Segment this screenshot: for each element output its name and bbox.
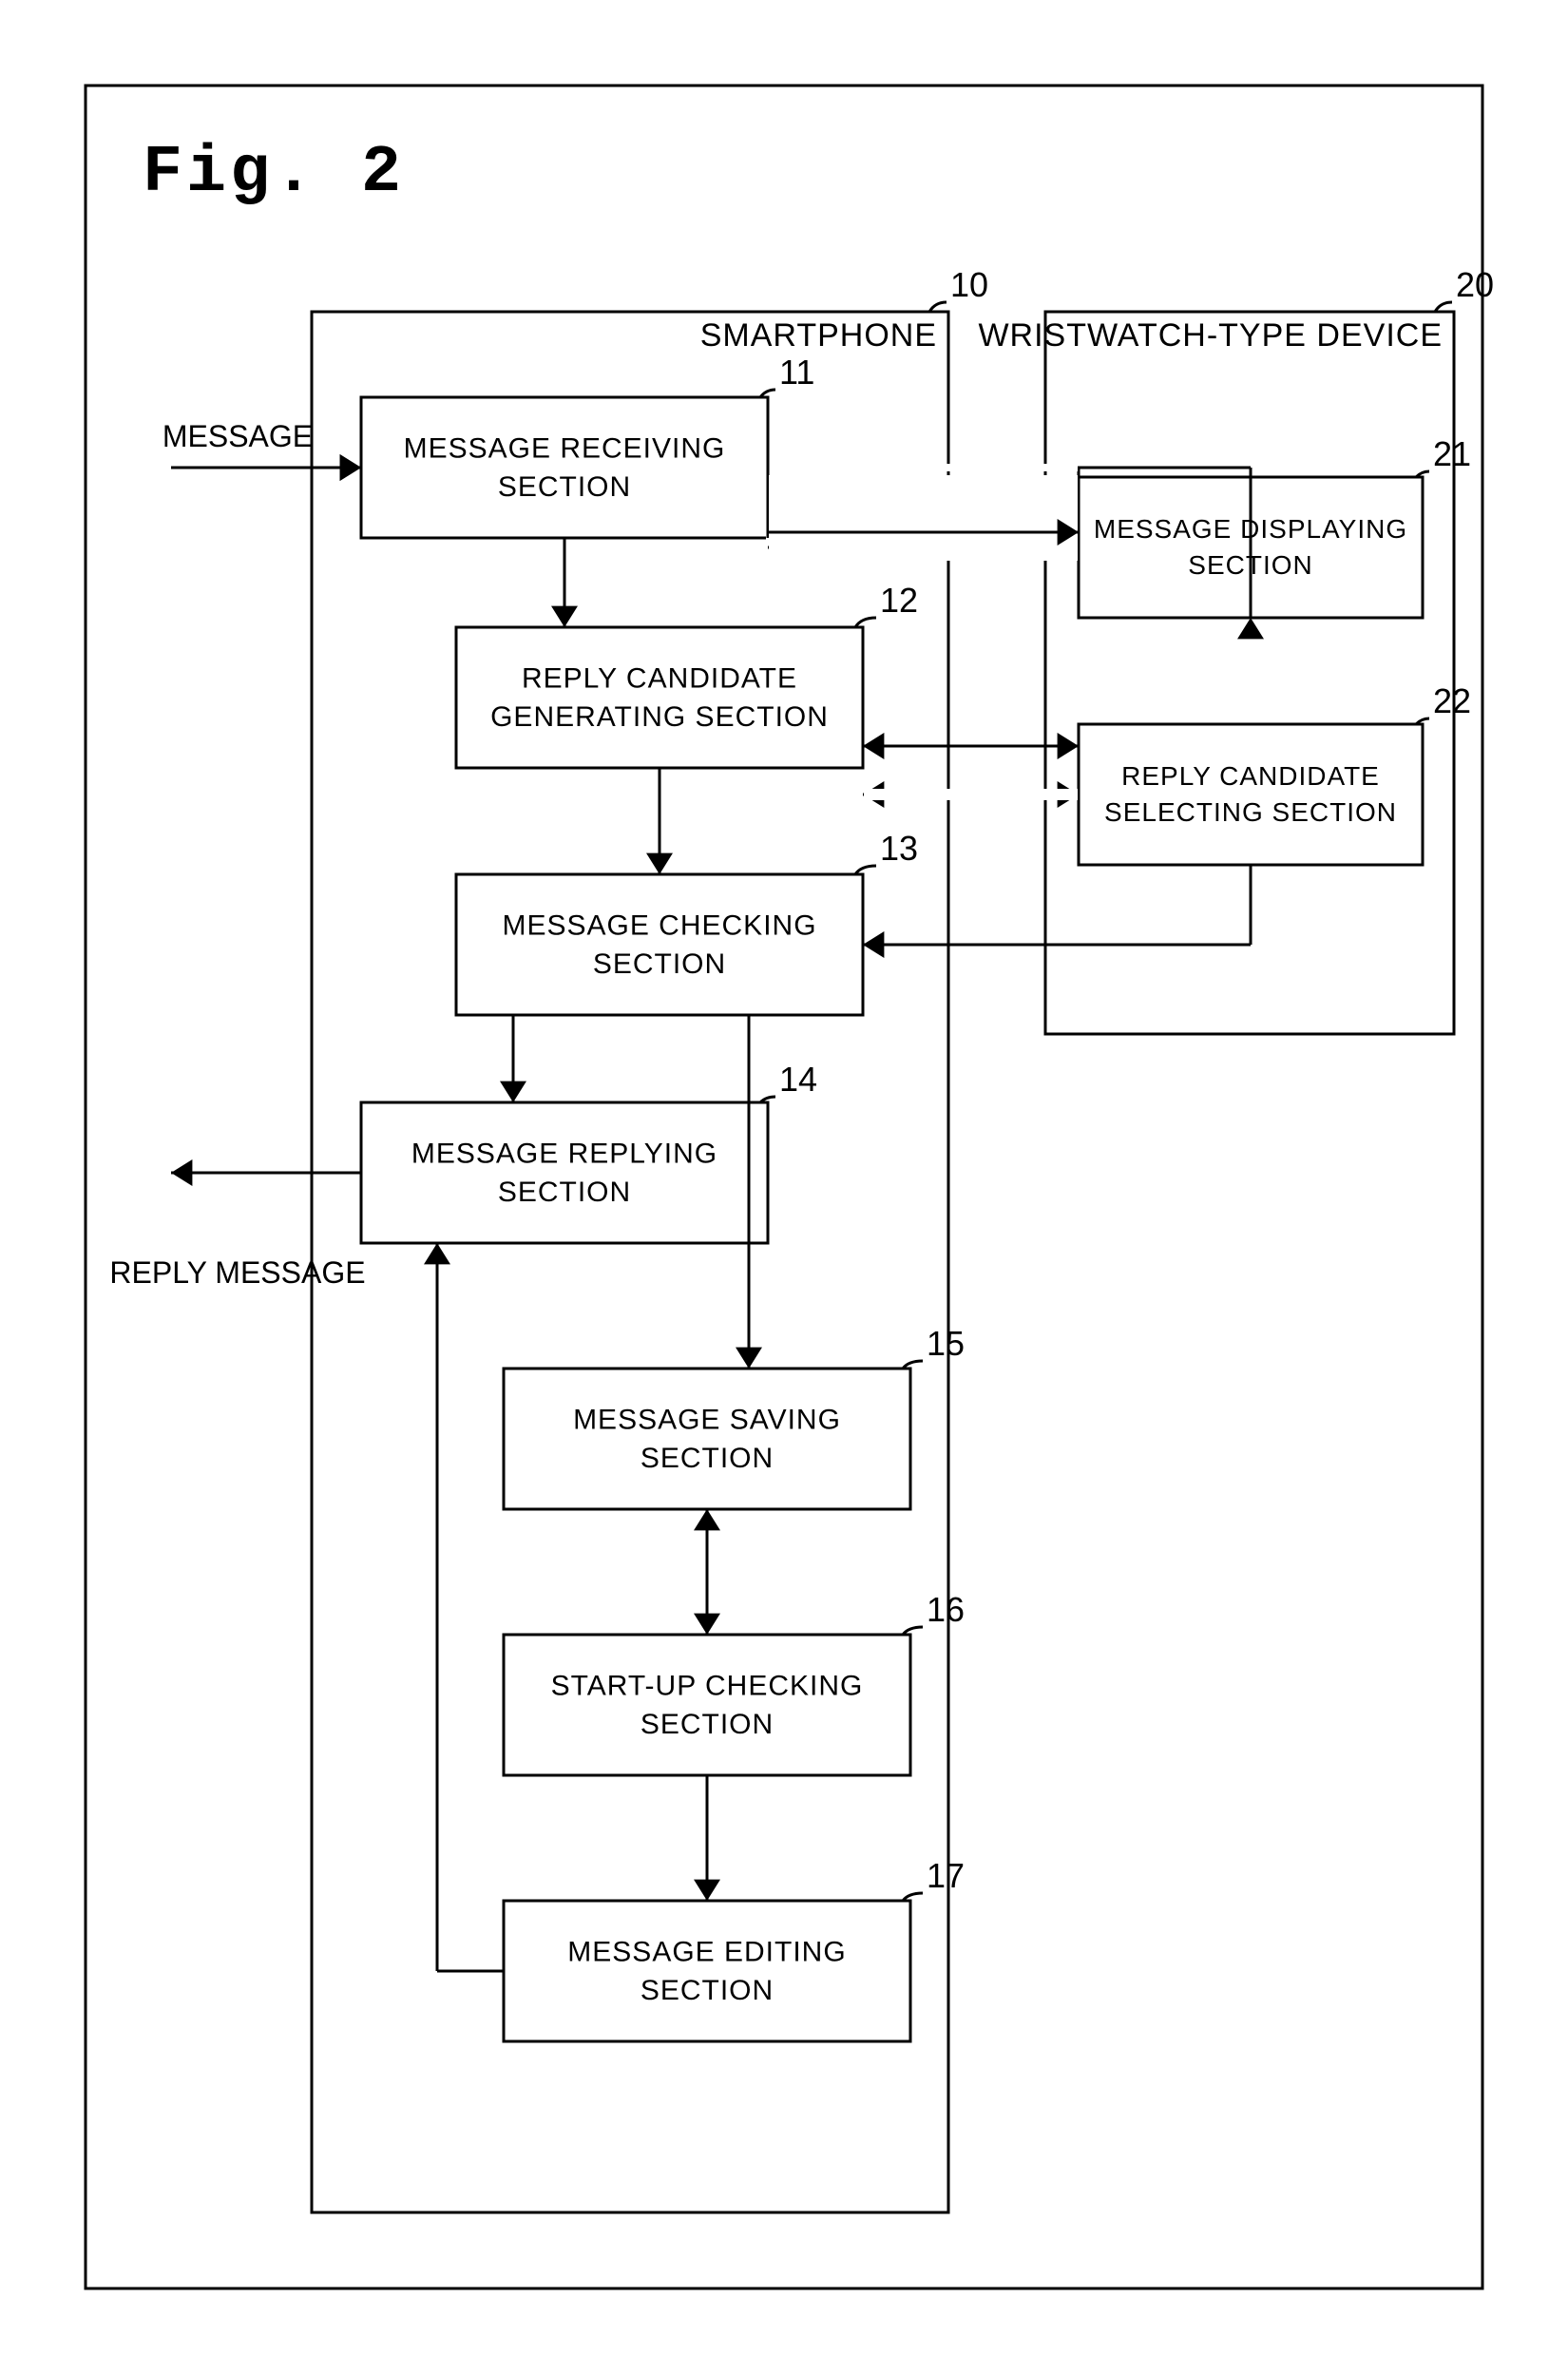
svg-text:MESSAGE EDITING: MESSAGE EDITING <box>567 1937 846 1968</box>
svg-text:11: 11 <box>779 353 814 392</box>
block-n12 <box>456 627 863 768</box>
svg-text:WRISTWATCH-TYPE DEVICE: WRISTWATCH-TYPE DEVICE <box>978 317 1443 354</box>
svg-text:START-UP CHECKING: START-UP CHECKING <box>551 1671 864 1702</box>
svg-text:SECTION: SECTION <box>498 471 631 503</box>
svg-text:20: 20 <box>1456 265 1494 304</box>
svg-text:SECTION: SECTION <box>498 1177 631 1208</box>
svg-text:MESSAGE RECEIVING: MESSAGE RECEIVING <box>404 433 726 465</box>
svg-text:14: 14 <box>779 1060 817 1099</box>
figure-label: Fig. 2 <box>143 136 405 211</box>
svg-text:15: 15 <box>927 1324 965 1363</box>
block-n15 <box>504 1369 910 1509</box>
block-n11 <box>361 397 768 538</box>
svg-text:MESSAGE SAVING: MESSAGE SAVING <box>573 1405 841 1436</box>
label-message-in: MESSAGE <box>163 419 313 453</box>
svg-text:SECTION: SECTION <box>641 1709 774 1740</box>
block-n16 <box>504 1635 910 1775</box>
svg-text:SECTION: SECTION <box>593 948 726 980</box>
block-n14 <box>361 1102 768 1243</box>
svg-text:MESSAGE CHECKING: MESSAGE CHECKING <box>502 910 816 942</box>
svg-text:13: 13 <box>880 829 918 868</box>
svg-text:22: 22 <box>1433 681 1471 720</box>
block-n22 <box>1079 724 1423 865</box>
svg-text:10: 10 <box>950 265 988 304</box>
svg-text:MESSAGE REPLYING: MESSAGE REPLYING <box>411 1139 717 1170</box>
svg-text:SECTION: SECTION <box>641 1443 774 1474</box>
svg-text:17: 17 <box>927 1856 965 1895</box>
svg-text:SMARTPHONE: SMARTPHONE <box>700 317 937 354</box>
svg-text:16: 16 <box>927 1590 965 1629</box>
block-n17 <box>504 1901 910 2041</box>
svg-text:REPLY CANDIDATE: REPLY CANDIDATE <box>522 663 797 695</box>
svg-text:SELECTING SECTION: SELECTING SECTION <box>1104 797 1397 827</box>
svg-text:GENERATING SECTION: GENERATING SECTION <box>490 701 829 733</box>
block-n13 <box>456 874 863 1015</box>
svg-text:12: 12 <box>880 581 918 620</box>
svg-text:REPLY CANDIDATE: REPLY CANDIDATE <box>1121 761 1380 791</box>
label-reply-out: REPLY MESSAGE <box>109 1255 365 1290</box>
svg-text:21: 21 <box>1433 434 1471 473</box>
svg-text:SECTION: SECTION <box>641 1975 774 2006</box>
